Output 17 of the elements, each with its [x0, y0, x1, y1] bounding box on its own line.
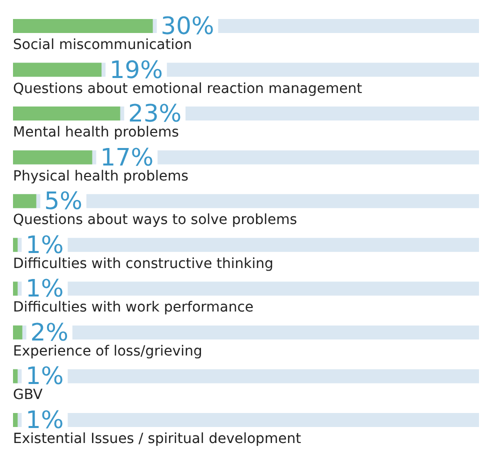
bar: [13, 238, 18, 252]
y-tick-label: Questions about ways to solve problems: [13, 212, 298, 228]
y-tick-label: Social miscommunication: [13, 37, 192, 53]
bar: [13, 413, 18, 427]
y-tick-label: Physical health problems: [13, 168, 188, 184]
bar: [13, 369, 18, 384]
bar: [13, 106, 120, 121]
y-tick-label: Difficulties with constructive thinking: [13, 256, 274, 272]
bar: [13, 150, 92, 164]
bar: [13, 194, 36, 208]
y-tick-label: Existential Issues / spiritual development: [13, 431, 302, 447]
bar: [13, 325, 22, 340]
y-tick-label: GBV: [13, 387, 44, 404]
bar: [13, 282, 18, 296]
y-tick-label: Difficulties with work performance: [13, 300, 254, 316]
y-tick-label: Mental health problems: [13, 124, 179, 141]
bar: [13, 62, 102, 77]
